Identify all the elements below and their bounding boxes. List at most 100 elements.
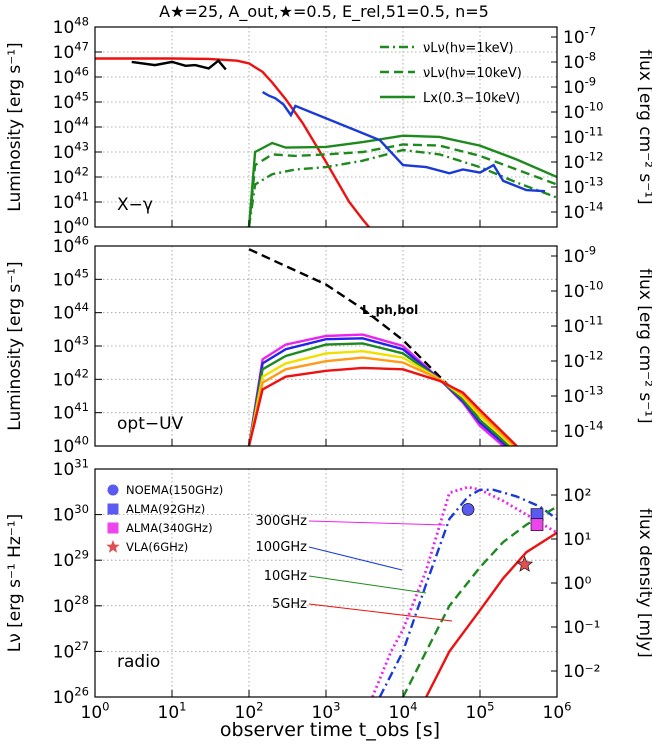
y2-tick-label: 10⁻² [563, 662, 600, 682]
legend-label: ALMA(92GHz) [126, 502, 205, 516]
y-tick-label: 1040 [53, 214, 89, 238]
plot-area [371, 485, 557, 697]
y-tick-label: 1040 [53, 433, 89, 457]
x-tick-label: 104 [389, 699, 418, 723]
frequency-label: 5GHz [272, 597, 307, 612]
y-tick-label: 1028 [53, 593, 89, 617]
y-tick-label: 1030 [53, 502, 89, 526]
y-tick-label: 1044 [53, 300, 89, 324]
y-tick-label: 1043 [53, 139, 89, 163]
x-tick-label: 106 [543, 699, 572, 723]
legend-marker [107, 503, 119, 515]
y2-tick-label: 10-13 [563, 174, 604, 198]
series-line [247, 366, 518, 446]
y-tick-label: 1041 [53, 189, 89, 213]
legend-label: NOEMA(150GHz) [126, 483, 223, 497]
y2-tick-label: 10-12 [563, 149, 604, 173]
curve-annotation: L_ph,bol [362, 303, 418, 318]
frequency-label: 100GHz [256, 540, 308, 555]
y2-tick-label: 10-11 [563, 124, 604, 148]
legend-label: VLA(6GHz) [126, 540, 188, 554]
y-tick-label: 1027 [53, 639, 89, 663]
x-axis-label: observer time t_obs [s] [220, 719, 440, 741]
series-line [248, 248, 518, 446]
y-tick-label: 1045 [53, 267, 89, 291]
y2-axis-label: flux density [mJy] [635, 508, 652, 658]
y-axis-label: Lν [erg s⁻¹ Hz⁻¹] [5, 514, 25, 653]
y2-tick-label: 10-11 [563, 313, 604, 337]
series-line [378, 488, 557, 697]
y-tick-label: 1031 [53, 456, 89, 480]
data-point [530, 518, 544, 532]
y-tick-label: 1046 [53, 233, 89, 257]
series-line [247, 134, 557, 227]
legend-marker [107, 484, 119, 496]
panel-label: opt−UV [117, 414, 184, 434]
legend-label: νLν(hν=1keV) [423, 41, 514, 56]
y-tick-label: 1047 [53, 39, 89, 63]
y2-tick-label: 10-10 [563, 278, 604, 302]
series-line [247, 148, 557, 227]
plot-area [95, 57, 557, 227]
series-line [247, 349, 513, 446]
series-line [131, 59, 227, 71]
frequency-label: 300GHz [256, 514, 308, 529]
y-tick-label: 1042 [53, 164, 89, 188]
panel-optuv: 1040 1041 1042 1043 1044 1045 1046 Luminosity [… [5, 233, 652, 457]
y2-tick-label: 10-12 [563, 348, 604, 372]
legend-label: νLν(hν=10keV) [423, 66, 522, 81]
series-line [95, 57, 371, 227]
frequency-leader [308, 603, 453, 622]
y-axis-label: Luminosity [erg s⁻¹] [5, 42, 25, 211]
y2-tick-label: 10-8 [563, 49, 596, 73]
x-tick-label: 100 [81, 699, 110, 723]
series-line [247, 356, 516, 446]
legend-label: Lx(0.3−10keV) [423, 91, 520, 106]
panel-radio: 1026 1027 1028 1029 1030 1031 Lν [erg s⁻¹ Hz⁻¹… [5, 456, 652, 708]
panel-label: X−γ [117, 195, 153, 215]
y-tick-label: 1029 [53, 548, 89, 572]
y-tick-label: 1026 [53, 684, 89, 708]
y-tick-label: 1045 [53, 89, 89, 113]
y2-tick-label: 10-9 [563, 243, 596, 267]
y2-tick-label: 10¹ [563, 530, 591, 550]
x-tick-label: 101 [158, 699, 187, 723]
y2-tick-label: 10-9 [563, 74, 596, 98]
series-line [401, 505, 557, 697]
frequency-leader [308, 546, 403, 571]
legend-marker [107, 522, 119, 534]
x-axis: 100 101 102 103 104 105 106 [81, 220, 572, 723]
series-line [262, 91, 546, 193]
panel-label: radio [117, 652, 160, 672]
y2-tick-label: 10-10 [563, 99, 604, 123]
frequency-label: 10GHz [264, 569, 307, 584]
figure-title: A★=25, A_out,★=0.5, E_rel,51=0.5, n=5 [159, 2, 489, 22]
series-line [247, 333, 504, 446]
data-point [516, 555, 534, 572]
x-tick-label: 103 [312, 699, 341, 723]
series-line [247, 337, 508, 446]
legend-label: ALMA(340GHz) [126, 521, 213, 535]
x-tick-label: 105 [466, 699, 495, 723]
y2-tick-label: 10² [563, 486, 591, 506]
y-axis-label: Luminosity [erg s⁻¹] [5, 261, 25, 430]
series-line [247, 342, 511, 446]
y2-tick-label: 10⁻¹ [563, 618, 600, 638]
series-line [247, 143, 557, 227]
y2-axis-label: flux [erg cm⁻² s⁻¹] [635, 49, 652, 204]
series-line [371, 485, 557, 697]
y-tick-label: 1043 [53, 333, 89, 357]
legend-marker [106, 540, 120, 553]
series-line [425, 531, 557, 697]
x-tick-label: 102 [235, 699, 264, 723]
y2-axis-label: flux [erg cm⁻² s⁻¹] [635, 268, 652, 423]
y-tick-label: 1048 [53, 14, 89, 38]
frequency-leader [308, 575, 427, 594]
y2-tick-label: 10-13 [563, 383, 604, 407]
y2-tick-label: 10-7 [563, 24, 596, 48]
y-tick-label: 1046 [53, 64, 89, 88]
y2-tick-label: 10-14 [563, 199, 604, 223]
y-tick-label: 1042 [53, 367, 89, 391]
y-tick-label: 1041 [53, 400, 89, 424]
y2-tick-label: 10⁰ [563, 574, 592, 594]
